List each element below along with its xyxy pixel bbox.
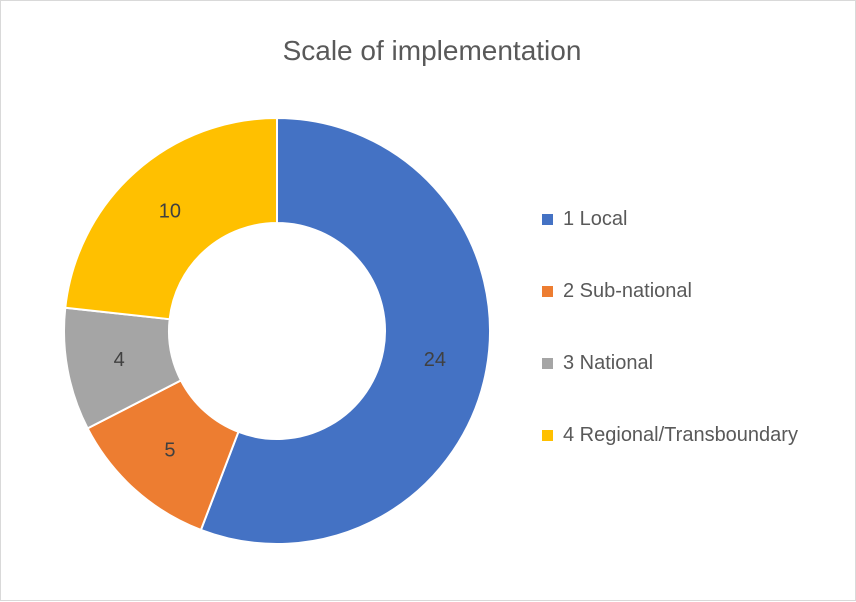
legend-swatch [542, 285, 553, 297]
legend-item-national: 3 National [542, 345, 798, 381]
legend-swatch [542, 429, 553, 441]
legend-label: 1 Local [563, 207, 628, 230]
legend-label: 3 National [563, 351, 654, 374]
data-label-national: 4 [114, 349, 125, 371]
data-label-sub-national: 5 [164, 440, 175, 462]
chart-title: Scale of implementation [282, 35, 582, 66]
donut-slice-local [199, 116, 491, 545]
data-label-regional-transboundary: 10 [159, 200, 181, 222]
legend-label: 4 Regional/Transboundary [563, 423, 798, 446]
legend-swatch [542, 357, 553, 369]
legend-label: 2 Sub-national [563, 279, 692, 302]
legend-item-regional-transboundary: 4 Regional/Transboundary [542, 417, 798, 453]
legend: 1 Local 2 Sub-national 3 National 4 Regiona… [542, 201, 798, 489]
legend-item-sub-national: 2 Sub-national [542, 273, 798, 309]
legend-swatch [542, 213, 553, 225]
data-label-local: 24 [424, 349, 446, 371]
donut-slice-regional-transboundary [64, 116, 278, 321]
legend-item-local: 1 Local [542, 201, 798, 237]
